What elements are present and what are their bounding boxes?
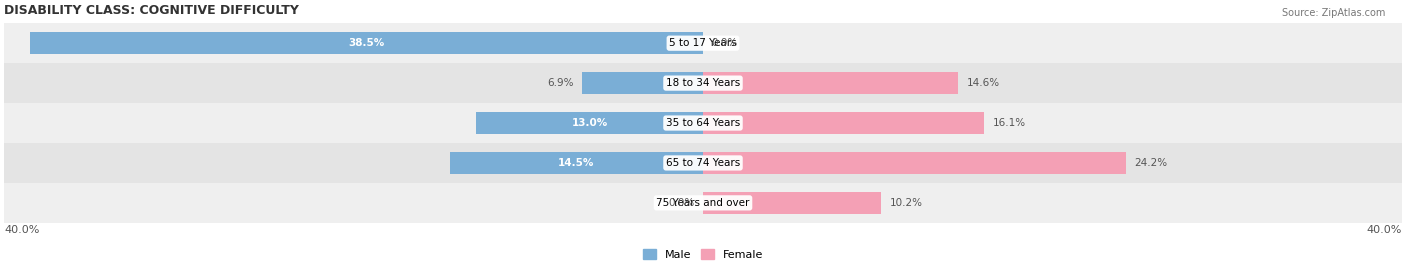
Text: 5 to 17 Years: 5 to 17 Years	[669, 38, 737, 48]
Text: Source: ZipAtlas.com: Source: ZipAtlas.com	[1281, 8, 1385, 18]
Text: 40.0%: 40.0%	[4, 225, 39, 235]
Bar	[4, 183, 1402, 223]
Text: 0.0%: 0.0%	[668, 198, 695, 208]
Bar	[450, 152, 703, 174]
Text: 24.2%: 24.2%	[1135, 158, 1167, 168]
Legend: Male, Female: Male, Female	[638, 245, 768, 264]
Text: 0.0%: 0.0%	[711, 38, 738, 48]
Text: 75 Years and over: 75 Years and over	[657, 198, 749, 208]
Text: 14.6%: 14.6%	[967, 78, 1000, 88]
Bar	[4, 143, 1402, 183]
Text: 14.5%: 14.5%	[558, 158, 595, 168]
Bar	[4, 103, 1402, 143]
Text: 6.9%: 6.9%	[547, 78, 574, 88]
Bar	[703, 72, 957, 94]
Text: 65 to 74 Years: 65 to 74 Years	[666, 158, 740, 168]
Bar	[4, 23, 1402, 63]
Bar	[31, 32, 703, 54]
Bar	[4, 63, 1402, 103]
Text: 10.2%: 10.2%	[890, 198, 922, 208]
Bar	[703, 192, 882, 214]
Text: DISABILITY CLASS: COGNITIVE DIFFICULTY: DISABILITY CLASS: COGNITIVE DIFFICULTY	[4, 4, 299, 17]
Bar	[475, 112, 703, 134]
Bar	[703, 112, 984, 134]
Text: 40.0%: 40.0%	[1367, 225, 1402, 235]
Bar	[703, 152, 1126, 174]
Bar	[582, 72, 703, 94]
Text: 16.1%: 16.1%	[993, 118, 1026, 128]
Text: 18 to 34 Years: 18 to 34 Years	[666, 78, 740, 88]
Text: 38.5%: 38.5%	[349, 38, 385, 48]
Text: 35 to 64 Years: 35 to 64 Years	[666, 118, 740, 128]
Text: 13.0%: 13.0%	[571, 118, 607, 128]
